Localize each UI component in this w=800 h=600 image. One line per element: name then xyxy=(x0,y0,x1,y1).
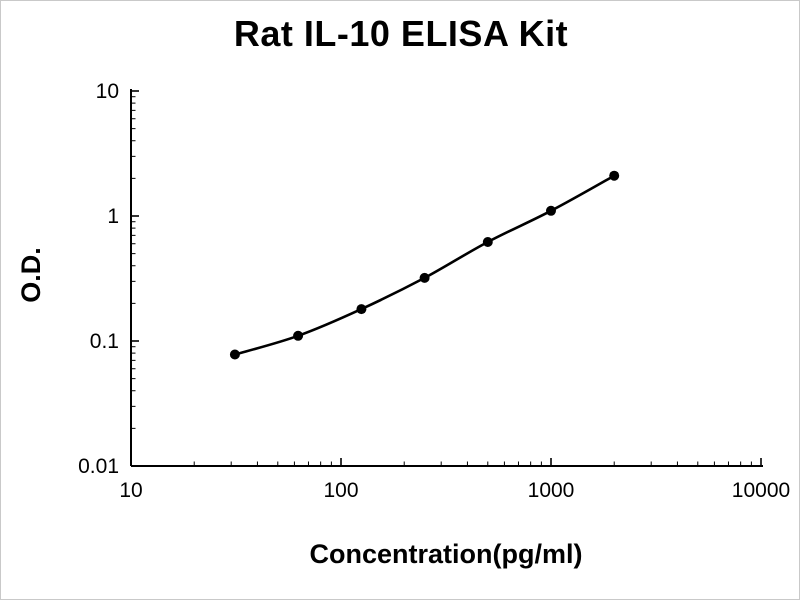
data-point-marker xyxy=(546,205,556,216)
data-point-marker xyxy=(609,170,620,181)
data-point-marker xyxy=(482,237,493,247)
data-point-marker xyxy=(293,330,304,341)
data-point-marker xyxy=(356,304,367,315)
x-tick-label: 1000 xyxy=(528,479,575,502)
x-tick-label: 100 xyxy=(323,479,358,502)
y-tick-label: 0.1 xyxy=(90,330,119,353)
data-point-marker xyxy=(419,272,430,283)
standard-curve-line xyxy=(233,174,616,356)
x-axis-label: Concentration(pg/ml) xyxy=(309,539,583,569)
x-tick-label: 10 xyxy=(119,479,142,502)
x-tick-label: 10000 xyxy=(732,479,790,502)
y-tick-label: 1 xyxy=(107,205,119,228)
y-tick-label: 10 xyxy=(96,80,119,103)
data-point-marker xyxy=(229,349,240,360)
chart-title: Rat IL-10 ELISA Kit xyxy=(233,13,569,54)
y-tick-label: 0.01 xyxy=(78,455,119,478)
